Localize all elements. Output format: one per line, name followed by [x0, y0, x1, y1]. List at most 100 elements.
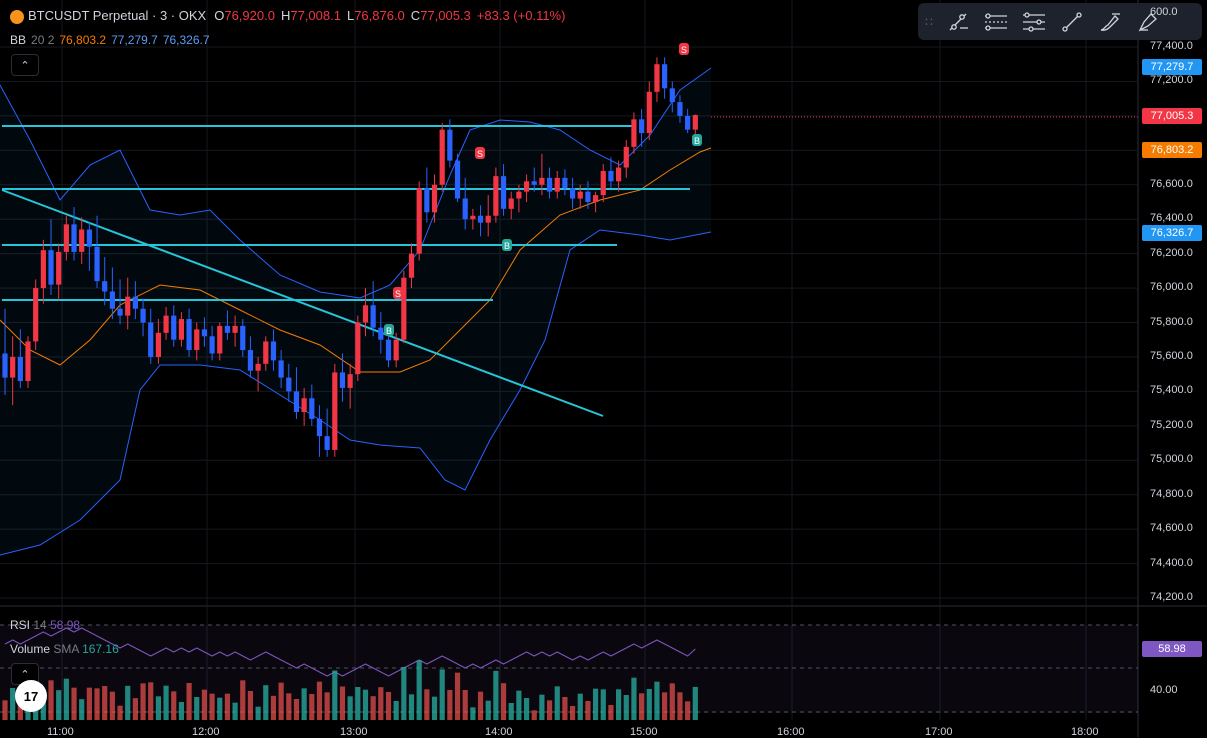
candle-body [639, 119, 645, 134]
volume-bar [286, 693, 292, 720]
volume-bar [347, 696, 353, 720]
price-axis-tick: 75,000.0 [1150, 453, 1193, 466]
rsi-name: RSI [10, 618, 31, 632]
volume-bar [102, 686, 108, 720]
volume-bar [516, 690, 522, 720]
volume-bar [86, 687, 92, 720]
volume-bar [63, 678, 69, 720]
volume-bar [94, 688, 100, 720]
candle-body [516, 191, 522, 199]
volume-bar [201, 689, 208, 720]
candle-body [278, 360, 284, 378]
highlighter-tool-icon[interactable] [1132, 7, 1164, 37]
bb-basis-line [0, 147, 712, 373]
price-axis-tick: 76,600.0 [1150, 177, 1193, 190]
volume-bar [117, 705, 123, 720]
open-value: 76,920.0 [224, 8, 275, 23]
volume-bar [324, 692, 330, 720]
low-value: 76,876.0 [354, 8, 405, 23]
candle-body [301, 398, 307, 413]
candle-body [600, 170, 606, 196]
candle-body [40, 250, 46, 289]
drawing-toolbar: ∷ [918, 3, 1202, 40]
volume-bar [485, 700, 491, 720]
volume-bar [370, 696, 376, 720]
trade-marker-label: S [681, 45, 687, 55]
volume-bar [278, 682, 284, 720]
candle-body [546, 177, 553, 192]
volume-bar [631, 677, 637, 720]
candle-body [286, 377, 292, 392]
volume-bar [408, 694, 415, 720]
rsi-value: 58.98 [50, 618, 81, 632]
volume-bar [539, 694, 545, 720]
volume-bar [569, 706, 576, 720]
price-axis-tick: 74,200.0 [1150, 591, 1193, 603]
candle-body [316, 418, 323, 437]
volume-bar [217, 697, 223, 720]
candle-body [255, 363, 261, 371]
volume-bar [79, 699, 85, 720]
volume-bar [247, 691, 254, 720]
volume-bar [462, 690, 468, 720]
volume-bar [332, 670, 338, 720]
volume-bar [255, 706, 261, 720]
volume-sma-label: SMA [53, 642, 79, 656]
candle-body [523, 181, 530, 192]
trade-marker [502, 239, 512, 251]
volume-bar [592, 688, 599, 720]
grip-icon[interactable]: ∷ [925, 14, 933, 29]
volume-bar [48, 680, 54, 720]
candle-body [63, 224, 69, 252]
collapse-legend-button[interactable]: ⌃ [11, 54, 39, 76]
volume-bar [585, 701, 591, 720]
brush-tool-icon[interactable] [1094, 7, 1126, 37]
candle-body [531, 181, 537, 185]
bb-params: 20 2 [31, 33, 55, 47]
trade-marker-label: B [386, 326, 392, 336]
trend-line-tool-icon[interactable] [942, 7, 974, 37]
candle-body [692, 115, 698, 130]
price-axis-tick: 77,200.0 [1150, 74, 1193, 87]
candle-body [117, 308, 123, 316]
candle-body [201, 329, 208, 337]
bb-legend[interactable]: BB 20 2 76,803.2 77,279.7 76,326.7 [10, 33, 215, 47]
volume-bar [531, 710, 537, 720]
candle-body [339, 372, 346, 388]
parallel-channel-tool-icon[interactable] [1018, 7, 1050, 37]
volume-legend[interactable]: Volume SMA 167.16 [10, 642, 119, 656]
candle-body [623, 146, 629, 168]
volume-bar [109, 691, 115, 720]
price-axis-tick: 74,800.0 [1150, 487, 1193, 500]
candle-body [677, 102, 683, 116]
volume-bar [477, 691, 484, 720]
candle-body [616, 167, 622, 182]
candle-body [309, 398, 315, 419]
volume-bar [194, 697, 200, 720]
volume-bar [401, 667, 407, 720]
bb-upper-value: 77,279.7 [111, 33, 158, 47]
volume-bar [378, 687, 384, 720]
line-tool-icon[interactable] [1056, 7, 1088, 37]
candle-body [163, 315, 169, 333]
volume-bar [293, 699, 300, 720]
volume-name: Volume [10, 642, 51, 656]
symbol-title[interactable]: BTCUSDT Perpetual · 3 · OKX [28, 8, 207, 23]
volume-bar [454, 672, 461, 720]
rsi-legend[interactable]: RSI 14 58.98 [10, 618, 80, 632]
close-value: 77,005.3 [420, 8, 471, 23]
candle-body [393, 339, 399, 361]
candle-body [592, 195, 599, 202]
horizontal-ray-tool-icon[interactable] [980, 7, 1012, 37]
tradingview-logo-icon[interactable]: 17 [15, 680, 47, 712]
candle-body [685, 115, 691, 130]
volume-bar [309, 694, 315, 720]
volume-bar [639, 693, 645, 720]
time-axis-tick: 13:00 [340, 726, 368, 738]
price-axis-tick: 74,400.0 [1150, 556, 1193, 569]
candle-body [224, 325, 231, 333]
volume-bar [10, 688, 16, 720]
candle-body [554, 177, 560, 192]
